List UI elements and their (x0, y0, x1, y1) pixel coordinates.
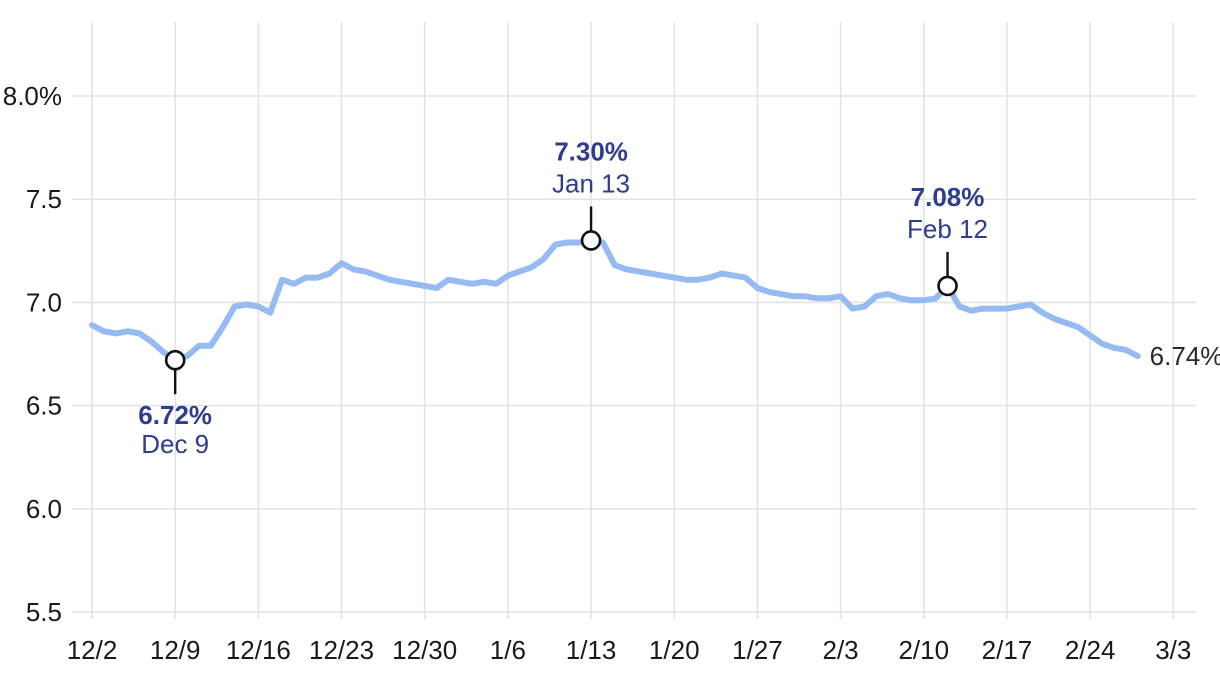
x-axis-tick-label: 3/3 (1155, 635, 1191, 665)
x-axis-tick-label: 2/10 (898, 635, 949, 665)
y-axis-tick-label: 7.0 (26, 287, 62, 317)
annotation-marker (164, 349, 186, 371)
x-axis-tick-label: 2/17 (982, 635, 1033, 665)
annotation-marker (580, 230, 602, 251)
x-axis-tick-label: 2/24 (1065, 635, 1116, 665)
annotation-date-label: Dec 9 (141, 429, 209, 459)
x-axis-tick-label: 1/27 (732, 635, 783, 665)
annotation-value-label: 6.72% (138, 400, 212, 430)
y-axis-tick-label: 6.0 (26, 494, 62, 524)
x-axis-tick-label: 1/13 (566, 635, 617, 665)
x-axis-tick-label: 12/30 (392, 635, 457, 665)
x-axis-tick-label: 12/2 (67, 635, 118, 665)
x-axis-tick-label: 1/6 (490, 635, 526, 665)
end-value-label: 6.74% (1150, 341, 1220, 371)
annotation-date-label: Jan 13 (552, 168, 630, 198)
x-axis-tick-label: 2/3 (823, 635, 859, 665)
x-axis-tick-label: 12/23 (309, 635, 374, 665)
y-axis-tick-label: 7.5 (26, 184, 62, 214)
x-axis-tick-label: 12/16 (226, 635, 291, 665)
annotation-marker (937, 275, 958, 297)
annotation-value-label: 7.08% (911, 182, 985, 212)
y-axis-tick-label: 5.5 (26, 597, 62, 627)
x-axis-tick-label: 1/20 (649, 635, 700, 665)
y-axis-tick-label: 6.5 (26, 391, 62, 421)
annotation-date-label: Feb 12 (907, 214, 988, 244)
x-axis-tick-label: 12/9 (150, 635, 201, 665)
rate-line-path (89, 237, 1141, 364)
annotation-value-label: 7.30% (554, 136, 628, 166)
y-axis-tick-label: 8.0% (3, 81, 62, 111)
